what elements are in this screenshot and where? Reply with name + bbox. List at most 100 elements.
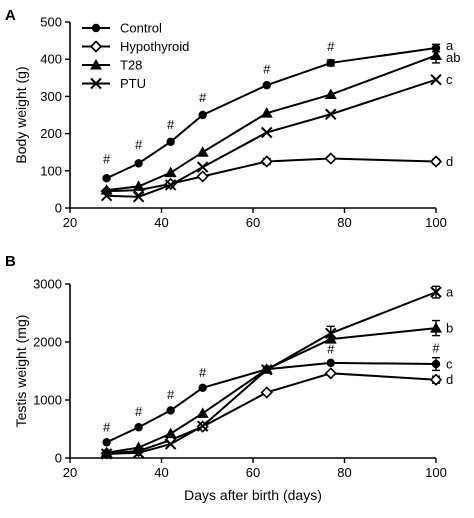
data-point-shape (134, 159, 143, 168)
data-point-shape (198, 383, 207, 393)
group-letter: c (446, 72, 453, 87)
data-point (261, 126, 273, 139)
y-tick-label: 2000 (33, 335, 62, 350)
data-point (430, 49, 442, 60)
data-point (431, 359, 441, 369)
data-point-shape (262, 81, 271, 90)
significance-mark: # (135, 404, 143, 419)
data-point (196, 170, 209, 183)
x-tick-label: 80 (337, 465, 351, 480)
y-axis-label: Testis weight (mg) (13, 315, 29, 428)
data-point (164, 179, 177, 191)
data-point (196, 146, 209, 157)
data-point-shape (326, 58, 335, 68)
panel-b: B 0 1000 2000 3000 20 40 60 80 100 Testis weight (… (5, 253, 454, 503)
data-point-stroke-2 (261, 364, 273, 376)
significance-mark: # (167, 387, 175, 402)
x-tick-label: 20 (63, 215, 77, 230)
data-point (132, 191, 145, 203)
data-point (324, 88, 337, 100)
data-point-shape (431, 359, 441, 369)
data-point-shape (164, 166, 177, 178)
data-point (262, 81, 271, 90)
data-point (430, 73, 442, 86)
data-point-stroke-2 (164, 179, 177, 191)
group-letter: a (446, 285, 454, 300)
data-point-stroke-2 (100, 448, 113, 460)
legend-entry: T28 (120, 58, 142, 73)
panel-letter: B (5, 253, 16, 270)
data-point-shape (324, 367, 337, 380)
data-point-shape (326, 358, 335, 368)
legend-marker-shape (90, 59, 102, 70)
data-point-shape (196, 146, 209, 157)
data-point-shape (102, 174, 111, 183)
data-point-shape (260, 155, 273, 168)
data-point (324, 367, 337, 380)
data-point (196, 420, 209, 432)
data-point (260, 155, 273, 168)
data-point-shape (430, 49, 442, 60)
legend-entry: Control (120, 21, 162, 36)
data-point-stroke-2 (325, 327, 337, 340)
y-tick-label: 200 (40, 126, 62, 141)
data-point-shape (164, 427, 177, 439)
data-point-shape (196, 170, 209, 183)
legend-marker-shape (89, 40, 103, 53)
x-tick-label: 60 (246, 215, 260, 230)
panel-a: A 0 100 200 300 400 500 20 40 60 80 100 Body weight … (5, 7, 460, 230)
data-point (164, 427, 177, 439)
data-point (132, 447, 145, 459)
data-point-stroke-2 (196, 420, 209, 432)
x-tick-label: 20 (63, 465, 77, 480)
x-tick-label: 40 (154, 215, 168, 230)
data-point-shape (324, 88, 337, 100)
x-tick-label: 100 (425, 215, 447, 230)
data-point (198, 110, 207, 120)
legend-marker-shape (91, 23, 101, 33)
group-letter: b (446, 321, 453, 336)
data-point-stroke-2 (132, 191, 145, 203)
data-point (102, 174, 111, 183)
series-line-hypothyroid (106, 372, 437, 455)
y-tick-label: 3000 (33, 277, 62, 292)
data-point (326, 358, 335, 368)
data-point (429, 373, 443, 386)
significance-mark: # (103, 151, 111, 166)
x-tick-label: 100 (425, 465, 447, 480)
data-point-stroke-2 (132, 447, 145, 459)
legend-marker (91, 23, 101, 33)
data-point (324, 152, 337, 165)
series-t28 (100, 319, 442, 458)
series-t28 (100, 47, 442, 195)
y-tick-label: 500 (40, 15, 62, 30)
legend-entry: Hypothyroid (120, 39, 189, 54)
series-ptu (100, 285, 442, 460)
series-line-t28 (106, 54, 437, 192)
data-point (325, 327, 337, 340)
significance-mark: # (327, 342, 335, 357)
x-tick-label: 40 (154, 465, 168, 480)
significance-mark: # (327, 39, 335, 54)
y-tick-label: 1000 (33, 393, 62, 408)
data-point (260, 107, 273, 118)
legend-marker (90, 77, 102, 90)
y-tick-label: 0 (55, 451, 62, 466)
data-point-stroke-2 (196, 161, 209, 173)
series-line-hypothyroid (106, 157, 437, 193)
group-letter: ab (446, 50, 460, 65)
data-point (164, 438, 177, 450)
series-line-control (106, 47, 437, 180)
data-point-shape (430, 322, 442, 333)
data-point (166, 137, 175, 146)
significance-mark: # (167, 117, 175, 132)
data-point (102, 438, 111, 447)
x-axis-label: Days after birth (days) (184, 487, 322, 503)
data-point-stroke-2 (325, 108, 337, 120)
significance-mark: # (103, 419, 111, 434)
y-axis-label: Body weight (g) (13, 66, 29, 163)
group-letter: a (446, 38, 454, 53)
series-control (102, 356, 441, 447)
data-point (134, 159, 143, 168)
